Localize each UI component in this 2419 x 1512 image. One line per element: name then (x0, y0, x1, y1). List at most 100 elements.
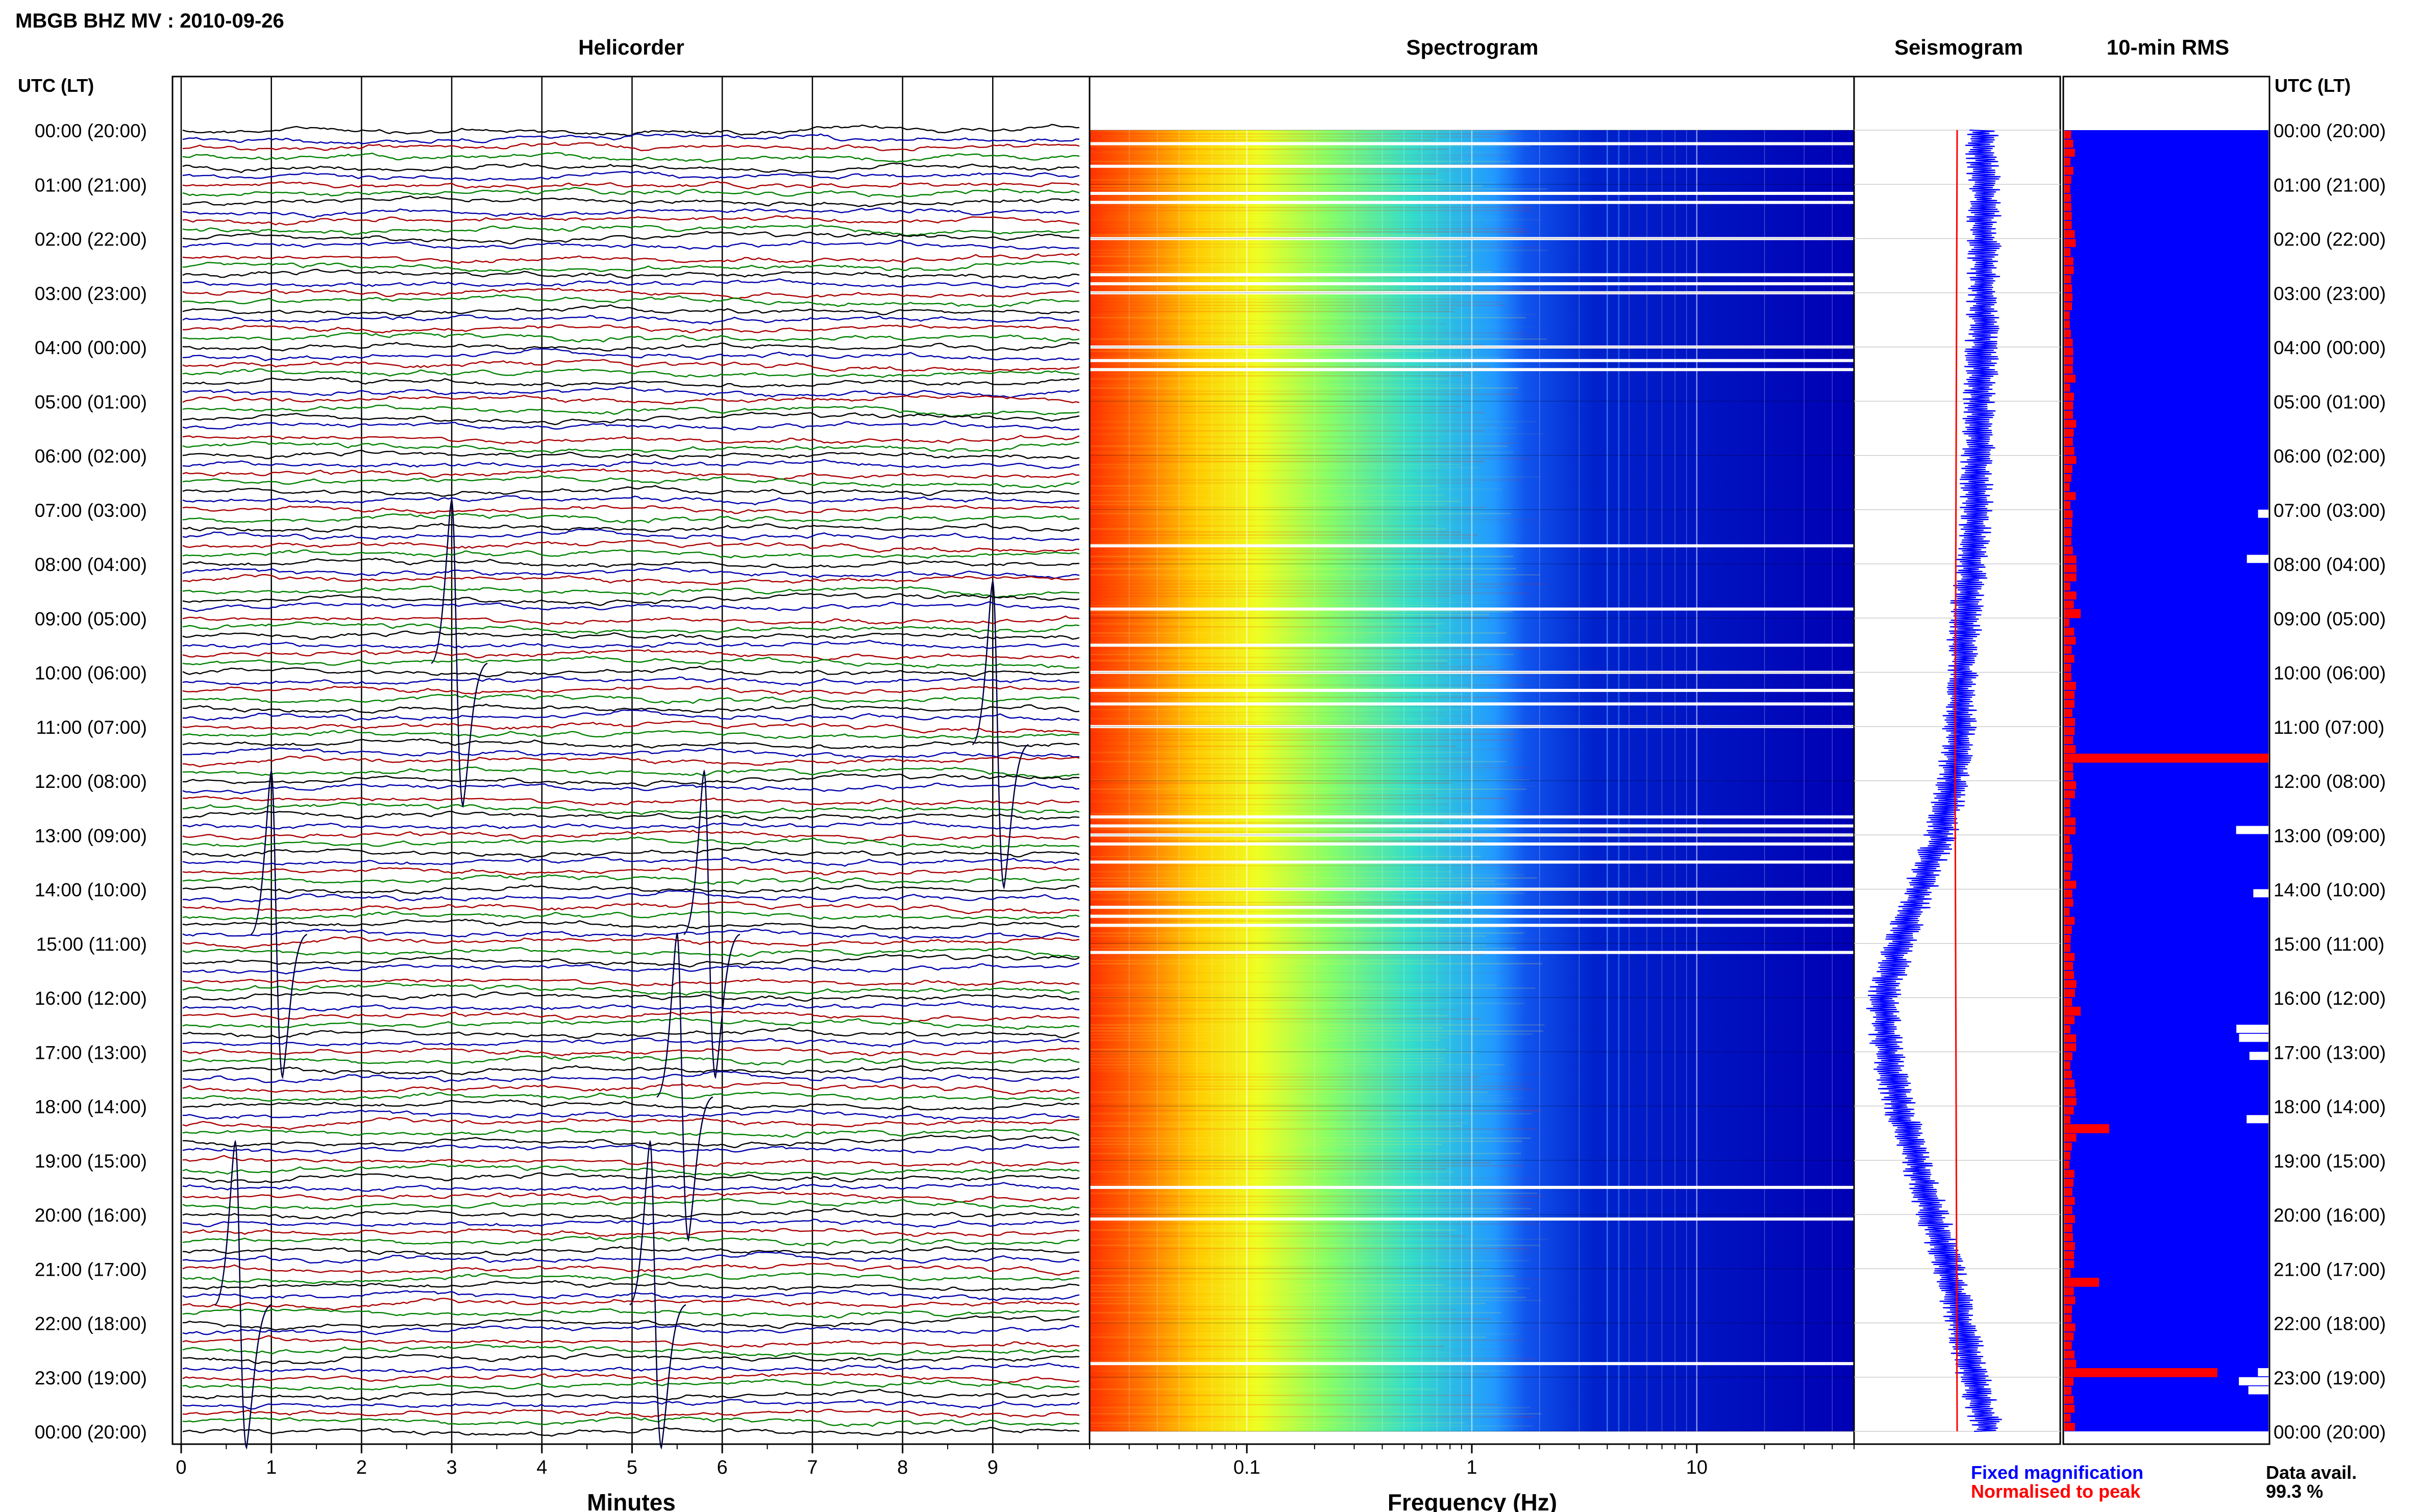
spectrogram-texture (1090, 1073, 1543, 1075)
spectrogram-texture (1090, 620, 1524, 622)
time-tick-label-left: 04:00 (00:00) (35, 337, 147, 358)
helicorder-trace (182, 287, 1080, 300)
spectrogram-texture (1090, 1327, 1548, 1329)
rms-bar (2064, 1314, 2072, 1323)
helicorder-trace (182, 1408, 1080, 1418)
helicorder-trace (182, 1251, 1080, 1264)
rms-bar (2064, 501, 2071, 509)
spectrogram-texture (1090, 1385, 1455, 1387)
helicorder-trace (182, 549, 1080, 559)
spectrogram-texture (1090, 1202, 1533, 1203)
data-gap-line (1090, 1185, 2060, 1189)
spectrogram-texture (1090, 158, 1461, 159)
helicorder-trace (182, 884, 1080, 895)
helicorder-trace (182, 685, 1080, 695)
spectrogram-texture (1090, 1134, 1464, 1136)
data-gap-line (1090, 544, 2060, 548)
rms-bar (2064, 673, 2071, 681)
spectrogram-texture (1090, 660, 1448, 661)
data-gap-line (1090, 345, 2060, 349)
spectrogram-texture (1090, 479, 1523, 481)
helicorder-trace (182, 513, 1080, 524)
time-tick-label-right: 20:00 (16:00) (2274, 1205, 2386, 1226)
time-tick-label-left: 15:00 (11:00) (36, 934, 147, 955)
rms-bar (2064, 772, 2074, 780)
spectrogram-texture (1090, 1095, 1505, 1096)
rms-bar (2064, 456, 2077, 464)
time-tick-label-left: 20:00 (16:00) (35, 1205, 147, 1226)
helicorder-trace (182, 782, 1080, 795)
spectrogram-texture (1090, 1027, 1443, 1029)
spectrogram-texture (1090, 525, 1436, 527)
spectrogram-texture (1090, 666, 1494, 667)
rms-bar (2064, 1323, 2076, 1332)
spectrogram-texture (1090, 1303, 1486, 1304)
spectrogram-texture (1090, 280, 1440, 282)
rms-bar (2064, 528, 2072, 536)
helicorder-event (431, 498, 488, 808)
rms-bar (2064, 1296, 2076, 1305)
helicorder-trace (182, 341, 1080, 352)
rms-bar (2064, 853, 2073, 862)
spectrogram-texture (1090, 354, 1515, 355)
spectrogram-texture (1090, 651, 1446, 652)
helicorder-trace (182, 639, 1080, 649)
time-tick-label-right: 11:00 (07:00) (2274, 717, 2384, 738)
rms-bar (2064, 618, 2070, 627)
spectrogram-texture (1090, 344, 1484, 346)
spectrogram-texture (1090, 1012, 1441, 1013)
spectrogram-texture (1090, 1076, 1479, 1078)
time-tick-label-left: 12:00 (08:00) (35, 771, 147, 792)
spectrogram-texture (1090, 188, 1547, 190)
spectrogram-panel: 0.1 1 10 (1089, 76, 2060, 1478)
helicorder-trace (182, 368, 1080, 378)
time-tick-label-left: 06:00 (02:00) (35, 446, 147, 467)
data-gap-line (1090, 359, 2060, 362)
rms-bar (2064, 1341, 2072, 1350)
spectrogram-texture (1090, 253, 1438, 254)
helicorder-trace (182, 766, 1080, 779)
spectrogram-texture (1090, 1361, 1467, 1362)
helicorder-trace (182, 1163, 1080, 1177)
rms-bar (2064, 1287, 2074, 1296)
helicorder-trace (182, 162, 1080, 174)
data-gap-line (1090, 607, 2060, 611)
helicorder-trace (182, 1315, 1080, 1331)
spectrogram-texture (1090, 1422, 1466, 1424)
helicorder-trace (182, 1065, 1080, 1076)
helicorder-trace (182, 1235, 1080, 1247)
helicorder-trace (182, 1228, 1080, 1237)
rms-bar (2064, 953, 2075, 961)
helicorder-trace (182, 304, 1080, 316)
helicorder-trace (182, 142, 1080, 152)
spectrogram-texture (1090, 381, 1494, 383)
helicorder-trace (182, 278, 1080, 288)
helicorder-trace (182, 693, 1080, 704)
helicorder-trace (182, 720, 1080, 734)
helicorder-trace (182, 1208, 1080, 1220)
helicorder-event (683, 769, 740, 1079)
spectrogram-texture (1090, 311, 1453, 312)
helicorder-trace (182, 539, 1080, 553)
rms-bar (2064, 727, 2075, 735)
spectrogram-texture (1090, 302, 1502, 303)
spectrogram-texture (1090, 969, 1478, 971)
spectrogram-texture (1090, 954, 1484, 955)
spectrogram-texture (1090, 1349, 1504, 1350)
spectrogram-texture (1090, 308, 1458, 309)
spectrogram-texture (1090, 1220, 1536, 1222)
rms-bar (2064, 763, 2074, 772)
spectrogram-texture (1090, 568, 1516, 569)
spectrogram-texture (1090, 1340, 1523, 1341)
spectrogram-texture (1090, 470, 1442, 472)
helicorder-trace (182, 1191, 1080, 1203)
rms-bar (2064, 555, 2077, 563)
rms-bar (2064, 131, 2071, 139)
spectrogram-texture (1090, 338, 1547, 340)
time-tick-label-left: 10:00 (06:00) (35, 663, 147, 684)
time-tick-label-right: 04:00 (00:00) (2274, 337, 2386, 358)
spectrogram-texture (1090, 1272, 1482, 1274)
helicorder-trace (182, 1182, 1080, 1192)
rms-bar (2064, 519, 2072, 528)
helicorder-trace (182, 231, 1080, 245)
